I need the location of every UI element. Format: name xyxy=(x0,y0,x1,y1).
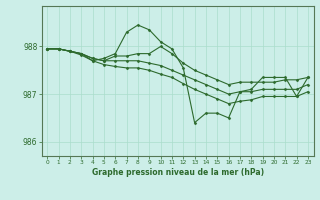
X-axis label: Graphe pression niveau de la mer (hPa): Graphe pression niveau de la mer (hPa) xyxy=(92,168,264,177)
